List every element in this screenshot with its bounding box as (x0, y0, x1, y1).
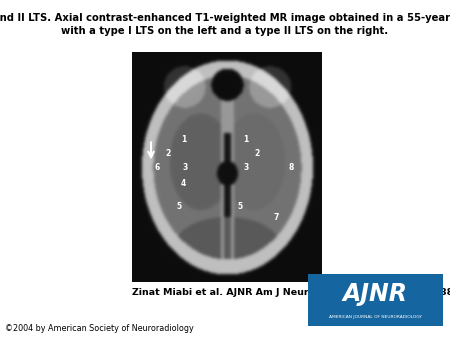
Text: 7: 7 (274, 213, 279, 222)
Bar (308, 274, 443, 326)
Text: 5: 5 (238, 201, 243, 211)
Text: 1: 1 (181, 135, 186, 144)
Text: 2: 2 (255, 149, 260, 158)
Text: 1: 1 (243, 135, 248, 144)
Text: 3: 3 (243, 163, 248, 171)
Text: 2: 2 (166, 149, 171, 158)
Text: 3: 3 (183, 163, 188, 171)
Text: AJNR: AJNR (343, 282, 408, 306)
Text: 5: 5 (177, 201, 182, 211)
Text: ©2004 by American Society of Neuroradiology: ©2004 by American Society of Neuroradiol… (5, 324, 194, 333)
Text: AMERICAN JOURNAL OF NEURORADIOLOGY: AMERICAN JOURNAL OF NEURORADIOLOGY (329, 315, 422, 319)
Text: 6: 6 (154, 163, 159, 171)
Text: Types I and II LTS. Axial contrast-enhanced T1-weighted MR image obtained in a 5: Types I and II LTS. Axial contrast-enhan… (0, 13, 450, 36)
Text: Zinat Miabi et al. AJNR Am J Neuroradiol 2004;25:1181-1188: Zinat Miabi et al. AJNR Am J Neuroradiol… (132, 288, 450, 297)
Text: 8: 8 (289, 163, 294, 171)
Text: 4: 4 (181, 178, 186, 188)
